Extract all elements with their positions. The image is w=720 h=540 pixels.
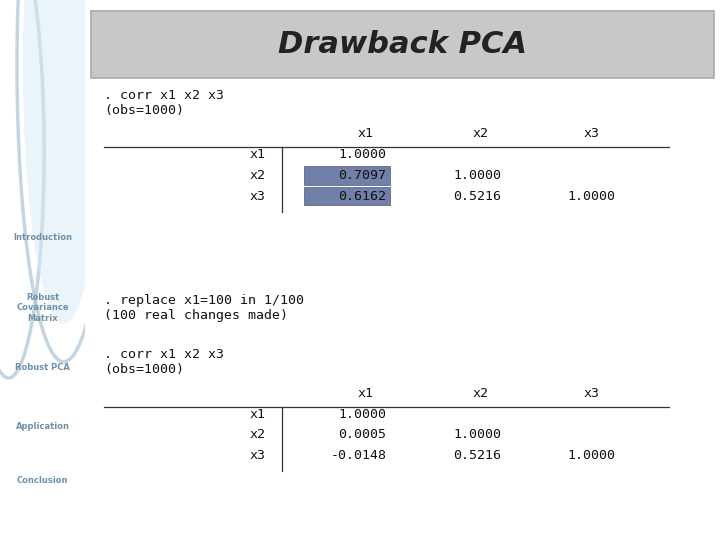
Text: Application: Application — [15, 422, 69, 431]
FancyBboxPatch shape — [304, 187, 390, 205]
Circle shape — [23, 0, 104, 324]
FancyBboxPatch shape — [91, 11, 714, 78]
Text: 1.0000: 1.0000 — [338, 408, 387, 421]
Text: 0.7097: 0.7097 — [338, 169, 387, 182]
Text: 1.0000: 1.0000 — [453, 169, 501, 182]
FancyBboxPatch shape — [304, 166, 390, 185]
Text: Drawback PCA: Drawback PCA — [278, 30, 527, 59]
Text: 1.0000: 1.0000 — [567, 190, 615, 202]
Text: x2: x2 — [250, 169, 266, 182]
Text: . replace x1=100 in 1/100
(100 real changes made): . replace x1=100 in 1/100 (100 real chan… — [104, 294, 304, 322]
Text: . corr x1 x2 x3
(obs=1000): . corr x1 x2 x3 (obs=1000) — [104, 348, 224, 376]
Text: x2: x2 — [250, 428, 266, 441]
Text: 0.5216: 0.5216 — [453, 449, 501, 462]
Text: x3: x3 — [583, 387, 599, 400]
Text: x3: x3 — [250, 449, 266, 462]
Text: Robust PCA: Robust PCA — [15, 363, 70, 372]
Text: Introduction: Introduction — [13, 233, 72, 242]
Text: x1: x1 — [358, 127, 374, 140]
Text: x2: x2 — [472, 387, 488, 400]
Text: 0.0005: 0.0005 — [338, 428, 387, 441]
Text: x1: x1 — [250, 148, 266, 161]
Text: 1.0000: 1.0000 — [567, 449, 615, 462]
Text: x2: x2 — [472, 127, 488, 140]
Text: Robust
Covariance
Matrix: Robust Covariance Matrix — [16, 293, 69, 323]
Text: 1.0000: 1.0000 — [453, 428, 501, 441]
Text: x3: x3 — [250, 190, 266, 202]
Text: x3: x3 — [583, 127, 599, 140]
Text: 0.6162: 0.6162 — [338, 190, 387, 202]
Text: Conclusion: Conclusion — [17, 476, 68, 485]
Text: x1: x1 — [250, 408, 266, 421]
Text: 1.0000: 1.0000 — [338, 148, 387, 161]
Text: . corr x1 x2 x3
(obs=1000): . corr x1 x2 x3 (obs=1000) — [104, 89, 224, 117]
Text: -0.0148: -0.0148 — [330, 449, 387, 462]
Text: 0.5216: 0.5216 — [453, 190, 501, 202]
Text: x1: x1 — [358, 387, 374, 400]
